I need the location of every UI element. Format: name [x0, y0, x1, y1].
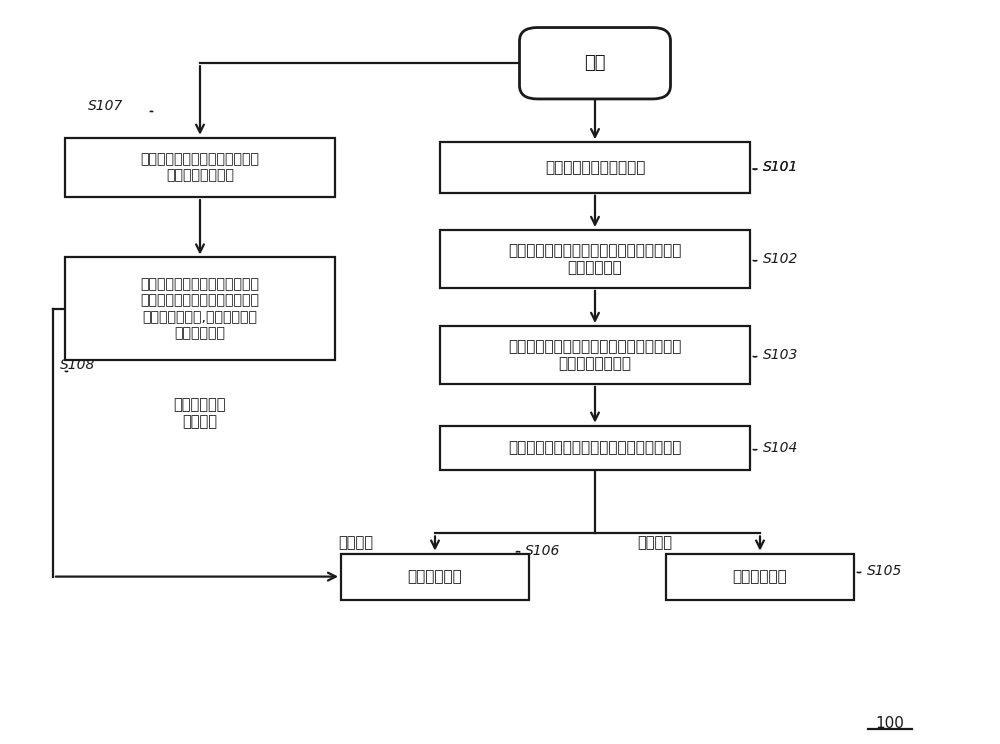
Text: 由主处理器向电源管理处理器发送与第一指
令对应的第二指令: 由主处理器向电源管理处理器发送与第一指 令对应的第二指令 — [508, 339, 682, 371]
FancyBboxPatch shape — [440, 230, 750, 288]
Text: S101: S101 — [763, 161, 798, 174]
Text: S102: S102 — [763, 252, 798, 266]
FancyBboxPatch shape — [341, 554, 529, 600]
Text: S101: S101 — [763, 161, 798, 174]
Text: S103: S103 — [763, 348, 798, 362]
Text: 由主处理器周期性向电源管理处
理器发送第三指令: 由主处理器周期性向电源管理处 理器发送第三指令 — [140, 153, 260, 182]
Text: S105: S105 — [867, 564, 902, 577]
FancyBboxPatch shape — [440, 326, 750, 384]
Text: 100: 100 — [876, 716, 904, 731]
FancyBboxPatch shape — [440, 142, 750, 193]
Text: 进行关机操作: 进行关机操作 — [733, 569, 787, 584]
Text: S104: S104 — [763, 441, 798, 455]
Text: 由电源管理处理器解析第二指令对应的操作: 由电源管理处理器解析第二指令对应的操作 — [508, 440, 682, 455]
Text: 由主处理器接收第一指令: 由主处理器接收第一指令 — [545, 160, 645, 175]
FancyBboxPatch shape — [520, 28, 670, 99]
Text: 计时时长超过
预定时长: 计时时长超过 预定时长 — [174, 397, 226, 429]
Text: 关机指令: 关机指令 — [638, 536, 672, 551]
Text: 进行重启操作: 进行重启操作 — [408, 569, 462, 584]
Text: 开始: 开始 — [584, 54, 606, 72]
FancyBboxPatch shape — [65, 257, 335, 360]
Text: S106: S106 — [525, 545, 560, 558]
Text: S108: S108 — [60, 358, 95, 371]
Text: 主处理器响应于第一指令，释放业务资源和
释放系统资源: 主处理器响应于第一指令，释放业务资源和 释放系统资源 — [508, 243, 682, 275]
Text: 重启指令: 重启指令 — [338, 536, 374, 551]
FancyBboxPatch shape — [666, 554, 854, 600]
Text: S107: S107 — [88, 99, 123, 112]
FancyBboxPatch shape — [65, 138, 335, 197]
FancyBboxPatch shape — [440, 426, 750, 470]
Text: 由电源管理处理器监测主处理器
发送的第三指令，在每次接收到
一个第三指令时,重新开始对预
定时长的计时: 由电源管理处理器监测主处理器 发送的第三指令，在每次接收到 一个第三指令时,重新… — [140, 278, 260, 340]
